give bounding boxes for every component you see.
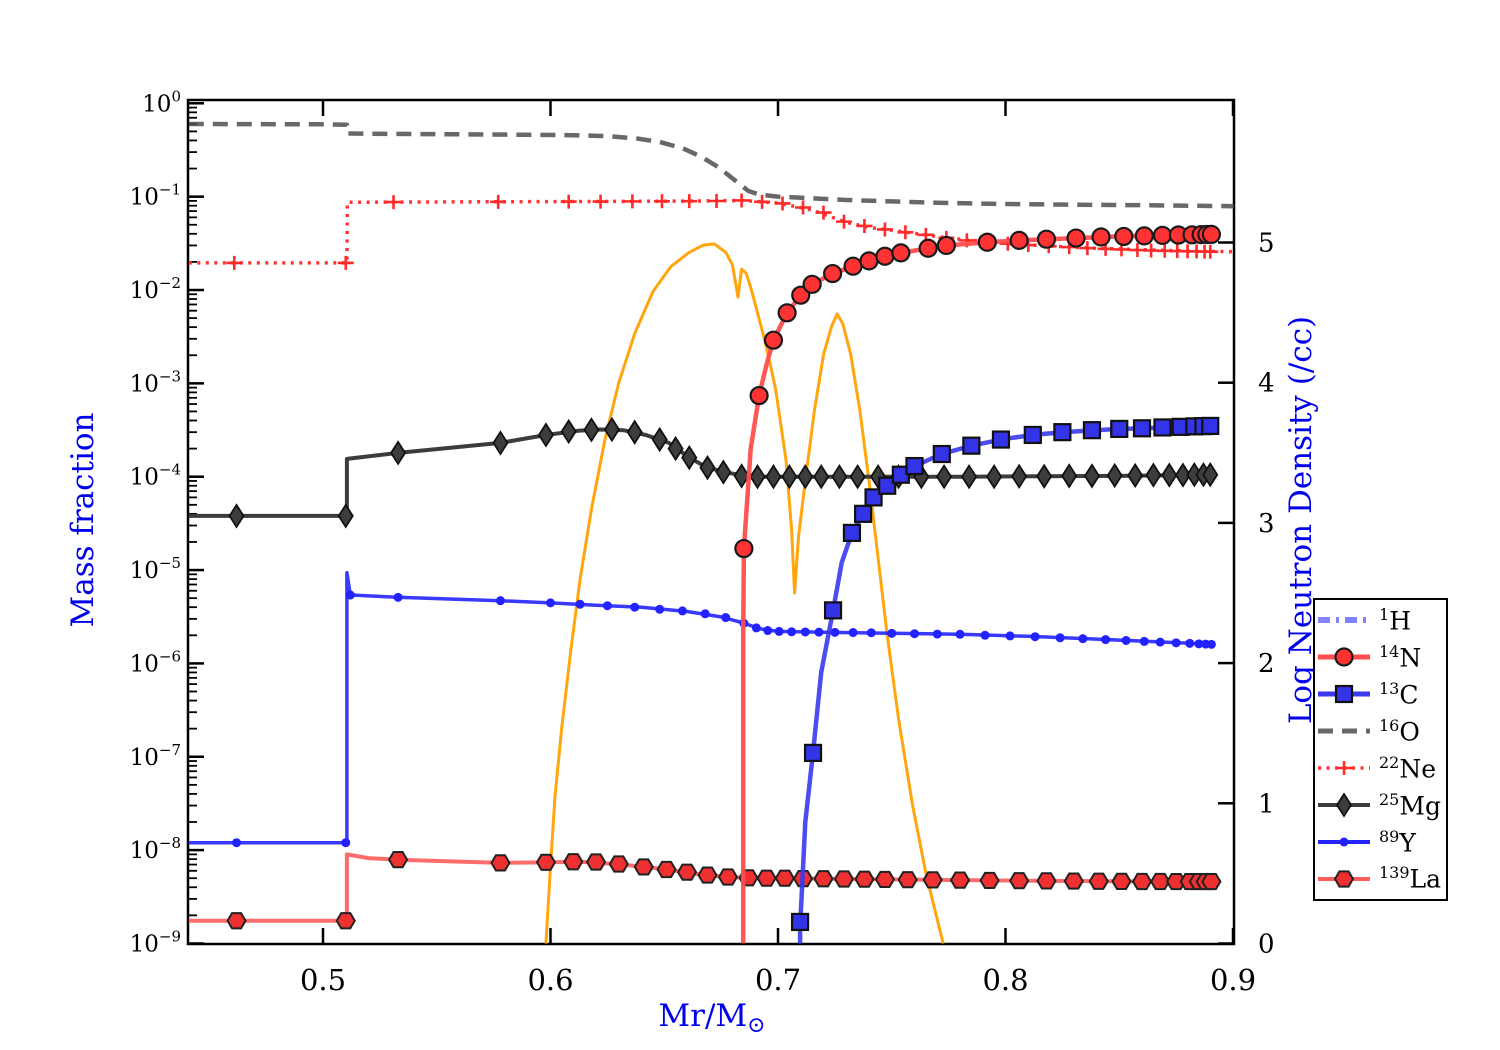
y-left-tick-label: 10−8 — [130, 834, 181, 864]
x-tick-label: 0.8 — [982, 963, 1028, 997]
x-axis-label-main: Mr/M — [658, 998, 748, 1034]
legend-entry-Ne: 22Ne — [1315, 750, 1446, 786]
markers-C13 — [790, 416, 1220, 932]
legend-line-sample-N — [1318, 647, 1370, 667]
series-La139 — [188, 851, 1222, 930]
legend-label-Ne: 22Ne — [1379, 752, 1437, 784]
y-right-tick-label: 4 — [1258, 369, 1275, 399]
y-axis-label-left: Mass fraction — [65, 412, 101, 628]
y-left-tick-label: 10−6 — [130, 647, 181, 677]
legend-entry-C: 13C — [1315, 676, 1446, 712]
y-right-tick-label: 5 — [1258, 229, 1275, 259]
x-tick-label: 0.5 — [300, 963, 346, 997]
y-left-tick-label: 10−4 — [130, 461, 181, 491]
y-left-tick-label: 10−5 — [130, 554, 181, 584]
markers-La139 — [226, 851, 1222, 930]
legend-entry-La: 139La — [1315, 861, 1446, 897]
series-Y89 — [188, 570, 1216, 848]
legend-entry-O: 16O — [1315, 713, 1446, 749]
y-right-tick-label: 0 — [1258, 930, 1275, 960]
legend-entry-H: 1H — [1315, 602, 1446, 638]
y-left-tick-label: 10−9 — [130, 927, 181, 957]
legend-line-sample-O — [1318, 728, 1370, 734]
y-left-tick-label: 10−7 — [130, 741, 181, 771]
y-right-tick-label: 2 — [1258, 649, 1275, 679]
legend-label-Y: 89Y — [1379, 826, 1416, 857]
legend-entry-Mg: 25Mg — [1315, 787, 1446, 823]
legend-line-sample-C — [1318, 685, 1370, 704]
legend-label-H: 1H — [1379, 605, 1411, 636]
x-tick-label: 0.6 — [527, 963, 573, 997]
legend-line-sample-Mg — [1318, 792, 1370, 818]
legend-line-sample-Ne — [1318, 760, 1370, 775]
axis-ticks — [188, 100, 1235, 945]
series-Mg25 — [188, 416, 1219, 529]
axis-tick-labels: 0.5 0.6 0.7 0.8 0.910010−110−210−310−410−510… — [130, 87, 1275, 997]
y-left-tick-label: 10−2 — [130, 274, 181, 304]
legend-box: 1H 14N 13C 16O 22Ne 25Mg 89Y 139La — [1313, 598, 1448, 901]
series-O16 — [188, 121, 1234, 209]
legend-label-N: 14N — [1379, 642, 1422, 673]
y-left-tick-label: 10−1 — [130, 181, 181, 211]
x-axis-label: Mr/M⊙ — [658, 998, 765, 1038]
y-right-tick-label: 1 — [1258, 789, 1275, 819]
markers-Mg25 — [228, 416, 1219, 529]
x-tick-label: 0.9 — [1210, 963, 1256, 997]
sun-symbol: ⊙ — [747, 1013, 766, 1038]
legend-label-La: 139La — [1379, 863, 1442, 894]
legend-label-O: 16O — [1379, 715, 1420, 747]
y-left-tick-label: 10−3 — [130, 367, 181, 397]
series-nden — [544, 242, 945, 944]
x-tick-label: 0.7 — [755, 963, 801, 997]
series-N14 — [734, 224, 1221, 944]
markers-N14 — [734, 224, 1221, 559]
legend-label-Mg: 25Mg — [1379, 789, 1441, 820]
legend-line-sample-Y — [1318, 837, 1370, 847]
markers-Y89 — [232, 590, 1216, 848]
legend-line-sample-La — [1318, 869, 1370, 888]
legend-label-C: 13C — [1379, 679, 1419, 710]
series-C13 — [790, 416, 1220, 944]
y-right-tick-label: 3 — [1258, 509, 1275, 539]
legend-line-sample-H — [1318, 617, 1370, 624]
legend-entry-Y: 89Y — [1315, 824, 1446, 860]
y-left-tick-label: 100 — [142, 87, 181, 117]
legend-entry-N: 14N — [1315, 639, 1446, 675]
